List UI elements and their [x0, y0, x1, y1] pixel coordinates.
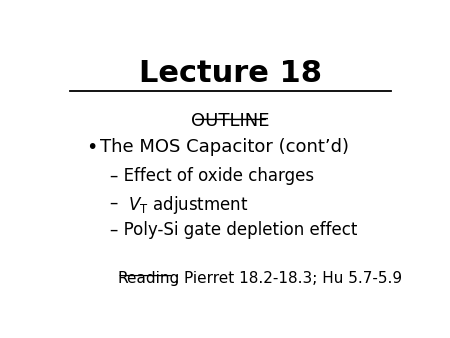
Text: The MOS Capacitor (cont’d): The MOS Capacitor (cont’d) [100, 138, 349, 156]
Text: •: • [86, 138, 97, 157]
Text: Reading: Reading [117, 271, 180, 286]
Text: – Poly-Si gate depletion effect: – Poly-Si gate depletion effect [110, 221, 358, 239]
Text: Lecture 18: Lecture 18 [139, 59, 322, 88]
Text: OUTLINE: OUTLINE [191, 112, 270, 130]
Text: – Effect of oxide charges: – Effect of oxide charges [110, 167, 315, 185]
Text: $\mathit{V}_\mathsf{T}$ adjustment: $\mathit{V}_\mathsf{T}$ adjustment [128, 194, 248, 216]
Text: : Pierret 18.2-18.3; Hu 5.7-5.9: : Pierret 18.2-18.3; Hu 5.7-5.9 [174, 271, 402, 286]
Text: –: – [110, 194, 124, 212]
